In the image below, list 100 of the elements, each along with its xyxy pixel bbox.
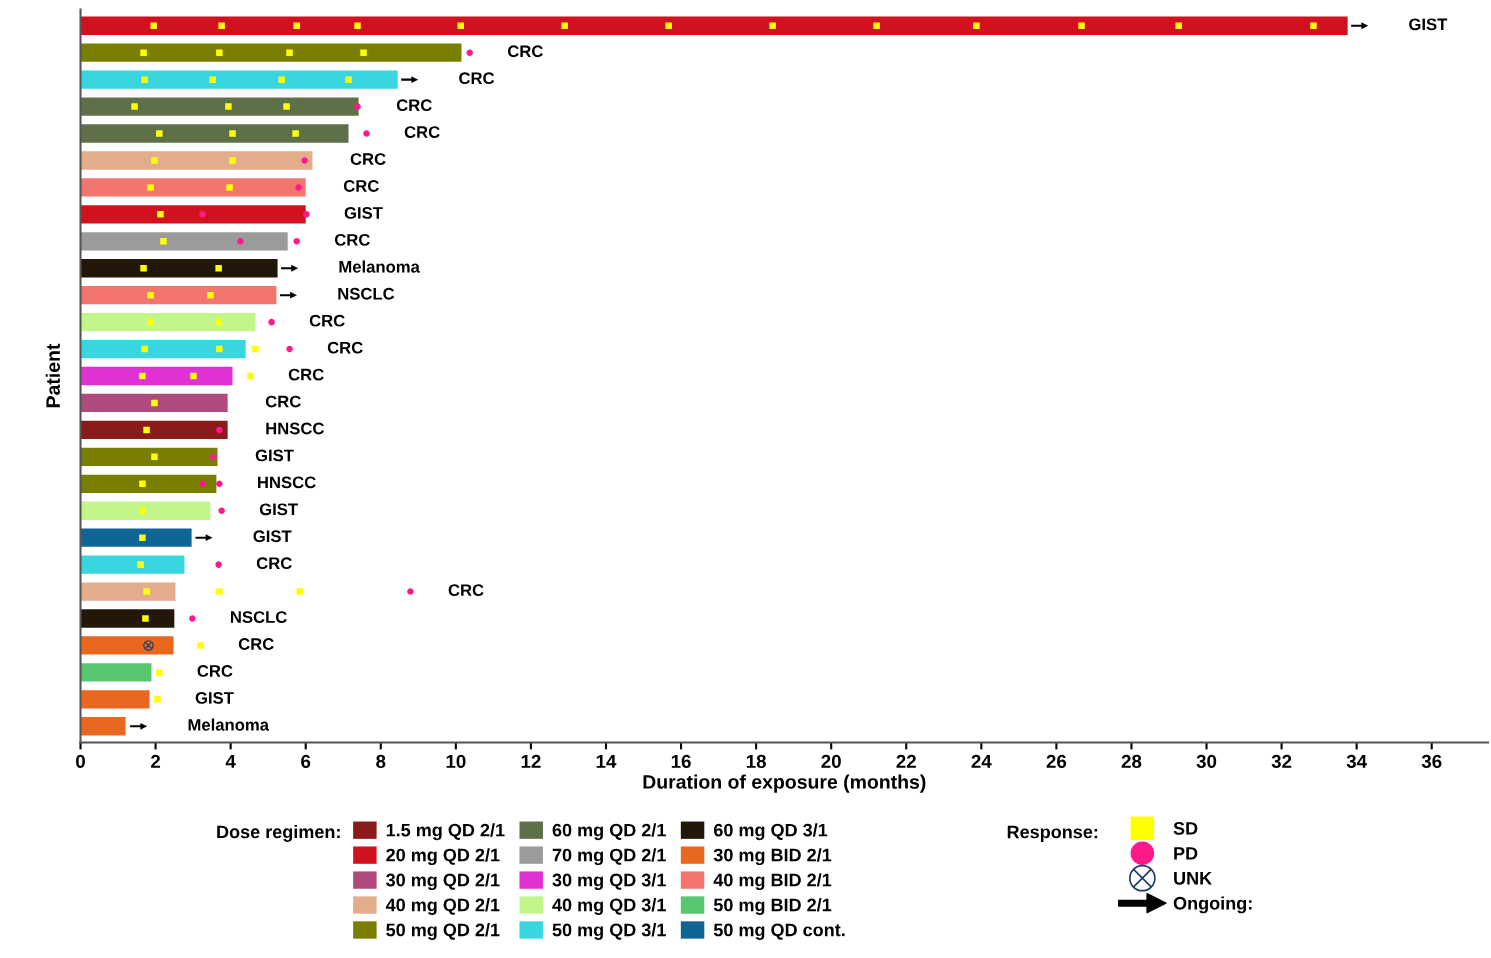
bar [80,97,359,116]
x-tick-label: 24 [971,754,992,768]
bar [80,339,246,359]
bar [80,232,288,251]
bar [80,690,150,709]
legend-title: Dose regimen: [217,825,340,842]
x-tick-label: 18 [746,754,766,769]
text: Melanoma [188,718,270,731]
text: NSCLC [231,611,287,623]
point [210,453,217,461]
point [769,22,776,29]
point [189,615,196,622]
text: CRC [265,395,301,408]
bar [80,366,233,386]
point [1310,22,1317,29]
bar [80,555,185,574]
legend-label: Ongoing: [1173,896,1252,914]
point [147,291,154,299]
text: CRC [396,99,432,112]
point [139,534,146,541]
point [229,157,236,164]
legend-label: 40 mg BID 2/1 [713,873,832,891]
point [303,211,310,218]
legend-label: 50 mg QD 3/1 [552,923,666,940]
bar [80,717,126,736]
point [216,588,223,595]
point [209,76,216,83]
text: CRC [459,72,495,85]
point [139,372,146,380]
x-tick-label: 16 [671,754,691,769]
bar [80,420,228,440]
bar [80,636,174,655]
text: CRC [448,584,484,597]
x-tick-label: 22 [896,754,916,768]
point [199,480,206,488]
text: CRC [404,126,440,138]
point [197,642,204,649]
point [157,211,164,218]
bar [80,151,313,170]
point [143,588,150,595]
bar [80,259,278,278]
point [296,588,303,595]
point [216,345,223,353]
point [229,130,236,137]
point [218,22,225,29]
point [147,318,154,326]
legend-label: 30 mg BID 2/1 [713,848,832,866]
text: HNSCC [266,422,324,435]
point [156,130,163,137]
legend-label: 30 mg QD 3/1 [552,873,666,891]
point [286,49,293,56]
point [268,318,275,326]
point [407,588,414,595]
x-tick-label: 30 [1196,754,1217,769]
point [151,453,158,461]
bar [80,447,218,467]
legend-label: SD [1173,822,1198,835]
bar [80,312,256,332]
text: CRC [334,233,370,246]
point [354,103,361,110]
point [139,480,146,488]
x-tick-label: 36 [1421,754,1442,769]
bar [80,528,192,547]
x-tick-label: 26 [1046,754,1067,769]
legend-label: 60 mg QD 2/1 [552,823,666,841]
point [295,184,302,191]
point [151,157,158,164]
legend-label: 50 mg BID 2/1 [713,898,832,915]
point [143,640,154,651]
point [141,76,148,83]
point [345,76,352,83]
point [142,615,149,622]
point [160,238,167,245]
point [140,264,147,272]
point [156,669,163,676]
point [973,22,980,29]
point [139,507,146,514]
text: GIST [1409,18,1448,31]
text: CRC [197,665,233,677]
point [286,345,293,353]
text: Response: [1007,825,1098,842]
legend-label: 50 mg QD 2/1 [386,923,500,940]
point [1078,22,1085,29]
point [215,318,222,326]
text: CRC [256,557,292,570]
point [147,184,154,191]
point [1175,22,1182,29]
y-axis-title: Patient [45,343,60,408]
x-tick-label: 10 [446,754,466,769]
text: CRC [309,314,345,327]
point [278,76,285,83]
point [360,49,367,56]
text: CRC [350,153,386,165]
point [293,238,300,245]
point [457,22,464,29]
x-tick-label: 20 [821,754,841,769]
point [665,22,672,29]
text: CRC [343,180,379,192]
legend-label: 20 mg QD 2/1 [386,848,500,866]
point [873,22,880,29]
